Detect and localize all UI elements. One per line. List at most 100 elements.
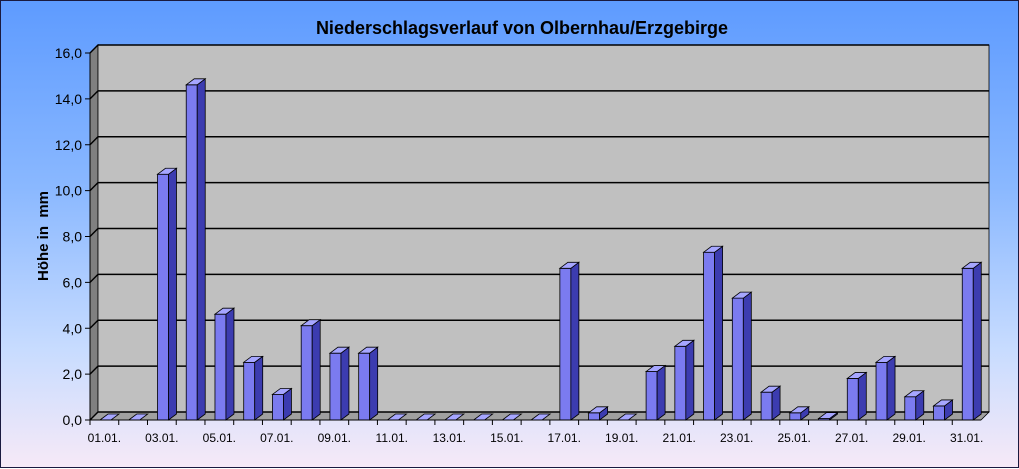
gridline <box>89 90 989 100</box>
bar-top <box>242 355 264 363</box>
bar-side <box>340 346 350 421</box>
x-tick-label: 21.01. <box>663 431 696 445</box>
x-tick-label: 25.01. <box>777 431 810 445</box>
bar <box>932 399 954 421</box>
y-tick-label: 0,0 <box>63 412 83 428</box>
gridline <box>89 136 989 146</box>
y-tick-label: 12,0 <box>55 137 82 153</box>
bar <box>271 387 293 421</box>
bar-side <box>857 371 867 421</box>
y-tick-label: 4,0 <box>63 320 83 336</box>
bar-front <box>875 361 888 421</box>
bar-front <box>961 267 974 421</box>
bar <box>156 167 178 421</box>
x-axis-ticks: 01.01. 03.01. 05.01. 07.01. 09.01. 11.01. 13.0… <box>88 419 983 445</box>
y-tick-label: 16,0 <box>55 45 82 61</box>
bar-series <box>98 78 983 421</box>
bar-top <box>644 365 667 372</box>
bar-top <box>817 412 839 419</box>
bar <box>731 291 753 421</box>
chart-title: Niederschlagsverlauf von Olbernhau/Erzge… <box>316 18 728 38</box>
bar-side <box>685 339 695 421</box>
bar <box>328 346 351 421</box>
x-tick-label: 17.01. <box>548 431 581 445</box>
bar-top <box>673 339 696 347</box>
bar <box>185 78 207 421</box>
bar-front <box>904 396 917 421</box>
bar <box>759 385 782 421</box>
x-tick-label: 27.01. <box>835 431 868 445</box>
bar-front <box>846 378 859 421</box>
bar-front <box>789 412 802 421</box>
bar-front <box>329 352 342 421</box>
bar-front <box>674 345 687 421</box>
bar-top <box>702 245 724 253</box>
bar <box>242 355 264 421</box>
bar-top <box>213 307 236 315</box>
bar-side <box>311 318 321 421</box>
gridline <box>89 44 989 54</box>
bar <box>299 318 322 421</box>
bar <box>817 411 839 421</box>
bar-side <box>369 346 379 421</box>
bar-side <box>254 355 264 421</box>
bar-side <box>225 307 235 421</box>
bar-front <box>559 267 572 421</box>
y-tick-label: 10,0 <box>55 183 82 199</box>
x-tick-label: 19.01. <box>605 431 638 445</box>
gridline <box>89 227 989 237</box>
bar-side <box>714 245 723 421</box>
x-tick-label: 09.01. <box>318 431 351 445</box>
bar-top <box>357 346 379 354</box>
bar-top <box>932 399 954 407</box>
y-axis-ticks: 0,0 2,0 4,0 6,0 8,0 10,0 12,0 14,0 16,0 <box>55 45 91 428</box>
bar-side <box>886 355 896 421</box>
bar-side <box>570 261 580 421</box>
bar <box>961 261 983 421</box>
y-tick-label: 14,0 <box>55 91 82 107</box>
bar-front <box>358 352 371 421</box>
bar <box>846 371 868 421</box>
x-tick-label: 07.01. <box>260 431 293 445</box>
bar-top <box>299 319 322 327</box>
bar <box>702 245 724 421</box>
bar-front <box>185 84 198 421</box>
bar-side <box>742 291 752 421</box>
bar-front <box>157 173 169 421</box>
bar-top <box>731 291 753 299</box>
bar-top <box>587 406 609 414</box>
bar <box>644 364 667 421</box>
bar <box>213 307 236 421</box>
bar-top <box>759 385 782 393</box>
x-tick-label: 05.01. <box>203 431 236 445</box>
bar-top <box>271 388 293 395</box>
bar-front <box>588 412 601 421</box>
x-tick-label: 29.01. <box>892 431 925 445</box>
y-tick-label: 2,0 <box>63 366 83 382</box>
bar-front <box>645 371 658 421</box>
x-tick-label: 11.01. <box>376 431 408 445</box>
gridline <box>89 181 989 192</box>
x-tick-label: 15.01. <box>490 431 523 445</box>
x-tick-label: 01.01. <box>88 431 121 445</box>
bar <box>903 389 925 421</box>
bar-top <box>846 372 868 379</box>
bar-top <box>558 261 581 269</box>
bar-front <box>272 394 284 421</box>
bar <box>874 355 897 421</box>
bar-side <box>972 261 982 421</box>
bar-front <box>300 325 313 421</box>
bar-front <box>760 391 773 421</box>
bar-side <box>656 364 666 421</box>
bar <box>587 406 609 421</box>
y-tick-label: 6,0 <box>63 274 83 290</box>
x-tick-label: 23.01. <box>720 431 753 445</box>
bar-top <box>903 390 925 398</box>
bar-top <box>961 261 983 269</box>
gridline <box>89 273 989 283</box>
bar <box>357 346 379 421</box>
y-axis-label: Höhe in mm <box>35 191 52 281</box>
bar-side <box>168 167 177 421</box>
